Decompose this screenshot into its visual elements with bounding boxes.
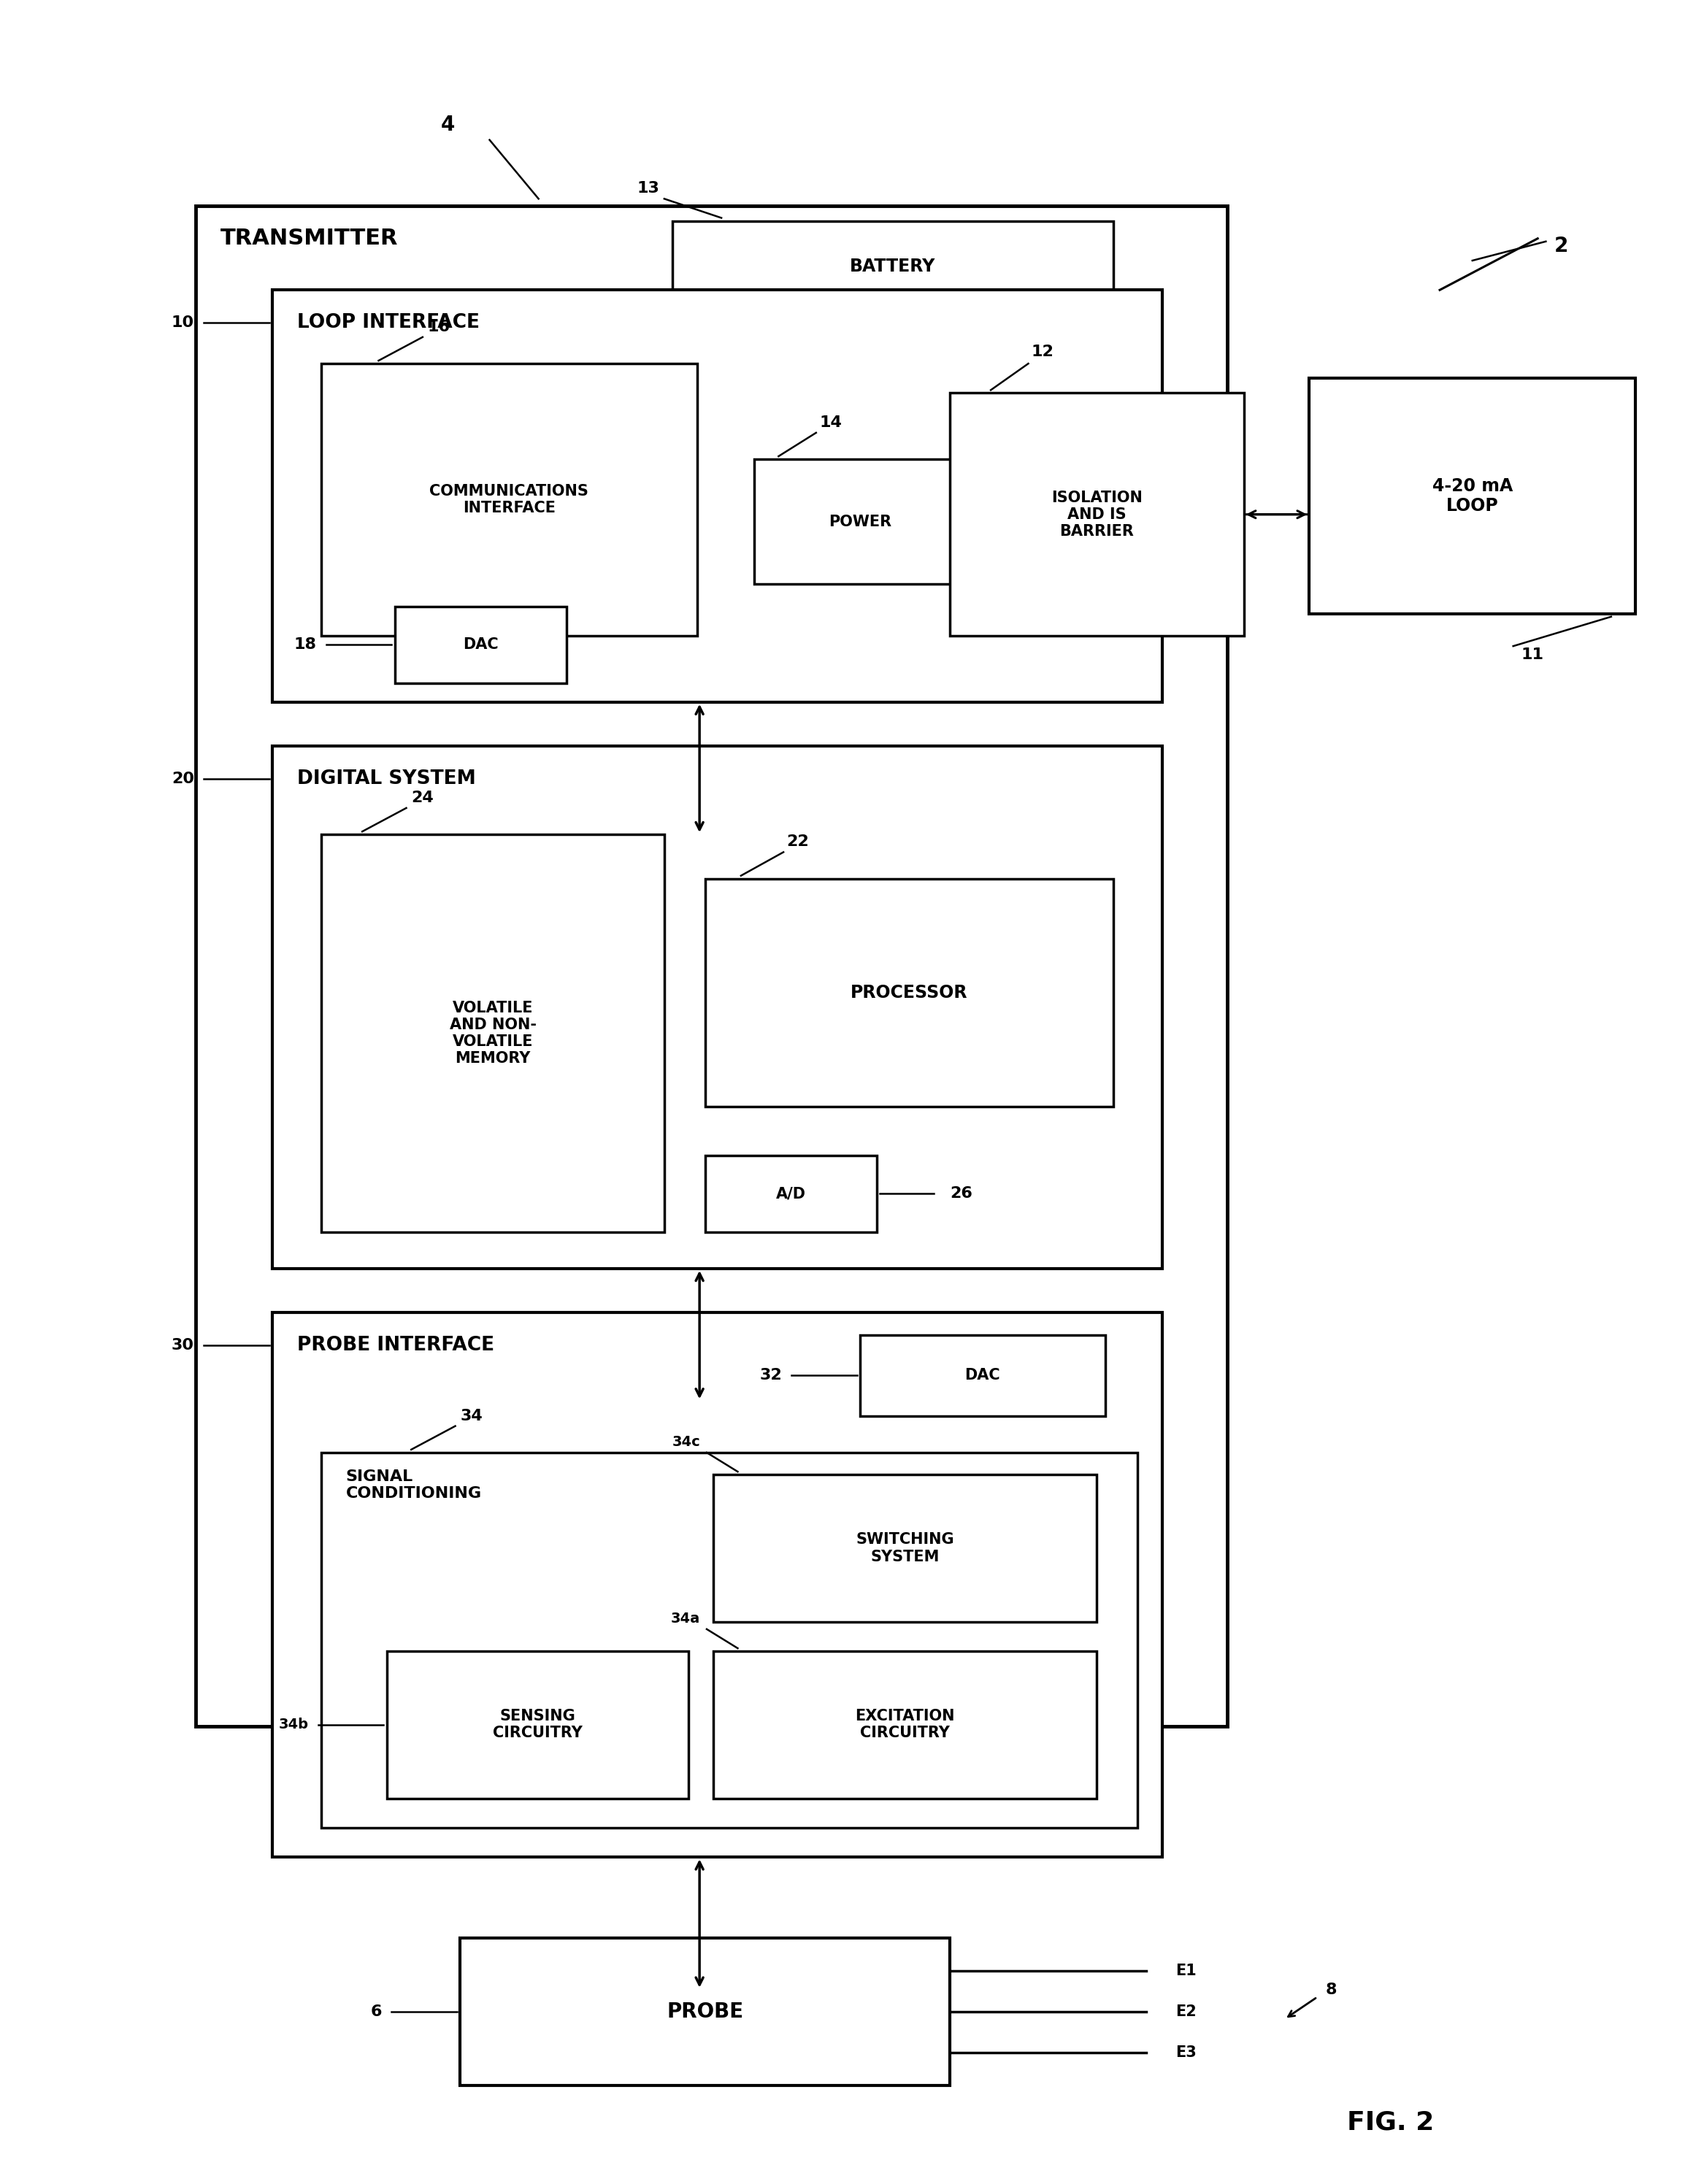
Text: 10: 10 <box>172 314 194 330</box>
Bar <box>673 221 1113 312</box>
Text: 14: 14 <box>820 415 842 430</box>
Text: 32: 32 <box>760 1367 782 1382</box>
Text: LOOP INTERFACE: LOOP INTERFACE <box>296 312 479 332</box>
Text: POWER: POWER <box>828 515 891 529</box>
Text: ISOLATION
AND IS
BARRIER: ISOLATION AND IS BARRIER <box>1051 489 1142 539</box>
Text: 34c: 34c <box>671 1435 700 1450</box>
Text: TRANSMITTER: TRANSMITTER <box>220 227 399 249</box>
Bar <box>861 1334 1106 1415</box>
Bar <box>714 1651 1097 1797</box>
Bar <box>322 363 697 636</box>
Text: PROBE: PROBE <box>666 2001 743 2022</box>
Bar <box>1309 378 1636 614</box>
Text: DAC: DAC <box>964 1367 1000 1382</box>
Text: 16: 16 <box>428 319 450 334</box>
Text: 4: 4 <box>441 116 455 135</box>
Text: FIG. 2: FIG. 2 <box>1348 2110 1435 2134</box>
Text: 30: 30 <box>172 1339 194 1352</box>
Text: 8: 8 <box>1326 1983 1336 1996</box>
Bar <box>322 1452 1138 1828</box>
Text: 2: 2 <box>1554 236 1568 256</box>
Bar <box>273 747 1162 1269</box>
Text: 24: 24 <box>411 791 433 806</box>
Text: A/D: A/D <box>775 1186 806 1201</box>
Text: E1: E1 <box>1176 1963 1196 1979</box>
Text: DIGITAL SYSTEM: DIGITAL SYSTEM <box>296 769 475 788</box>
Text: 4-20 mA
LOOP: 4-20 mA LOOP <box>1431 476 1513 515</box>
Text: 26: 26 <box>949 1186 973 1201</box>
Bar <box>387 1651 688 1797</box>
Text: EXCITATION
CIRCUITRY: EXCITATION CIRCUITRY <box>855 1710 954 1741</box>
Bar <box>949 393 1244 636</box>
Text: 13: 13 <box>637 181 659 197</box>
Text: 12: 12 <box>1031 345 1055 358</box>
Text: 20: 20 <box>172 771 194 786</box>
Bar <box>322 834 665 1232</box>
Text: 6: 6 <box>370 2005 382 2018</box>
Text: PROBE INTERFACE: PROBE INTERFACE <box>296 1337 494 1354</box>
Bar <box>460 1937 949 2086</box>
Text: SWITCHING
SYSTEM: SWITCHING SYSTEM <box>855 1533 954 1564</box>
Text: 34b: 34b <box>278 1719 308 1732</box>
Text: 22: 22 <box>787 834 809 850</box>
Text: SENSING
CIRCUITRY: SENSING CIRCUITRY <box>492 1710 583 1741</box>
Bar <box>714 1474 1097 1623</box>
Bar <box>273 1313 1162 1856</box>
Text: 18: 18 <box>293 638 317 653</box>
Text: E2: E2 <box>1176 2005 1196 2018</box>
Bar <box>705 1155 876 1232</box>
Text: PROCESSOR: PROCESSOR <box>850 985 968 1002</box>
Text: 34: 34 <box>460 1409 482 1424</box>
Bar <box>705 878 1113 1107</box>
Text: SIGNAL
CONDITIONING: SIGNAL CONDITIONING <box>346 1470 482 1500</box>
Bar <box>755 459 966 585</box>
Bar <box>273 290 1162 701</box>
Bar <box>196 205 1227 1725</box>
Text: BATTERY: BATTERY <box>850 258 935 275</box>
Text: 11: 11 <box>1522 649 1544 662</box>
Text: DAC: DAC <box>463 638 498 653</box>
Bar <box>395 607 566 684</box>
Text: COMMUNICATIONS
INTERFACE: COMMUNICATIONS INTERFACE <box>429 485 588 515</box>
Text: E3: E3 <box>1176 2046 1196 2060</box>
Text: VOLATILE
AND NON-
VOLATILE
MEMORY: VOLATILE AND NON- VOLATILE MEMORY <box>450 1000 537 1066</box>
Text: 34a: 34a <box>671 1612 700 1625</box>
